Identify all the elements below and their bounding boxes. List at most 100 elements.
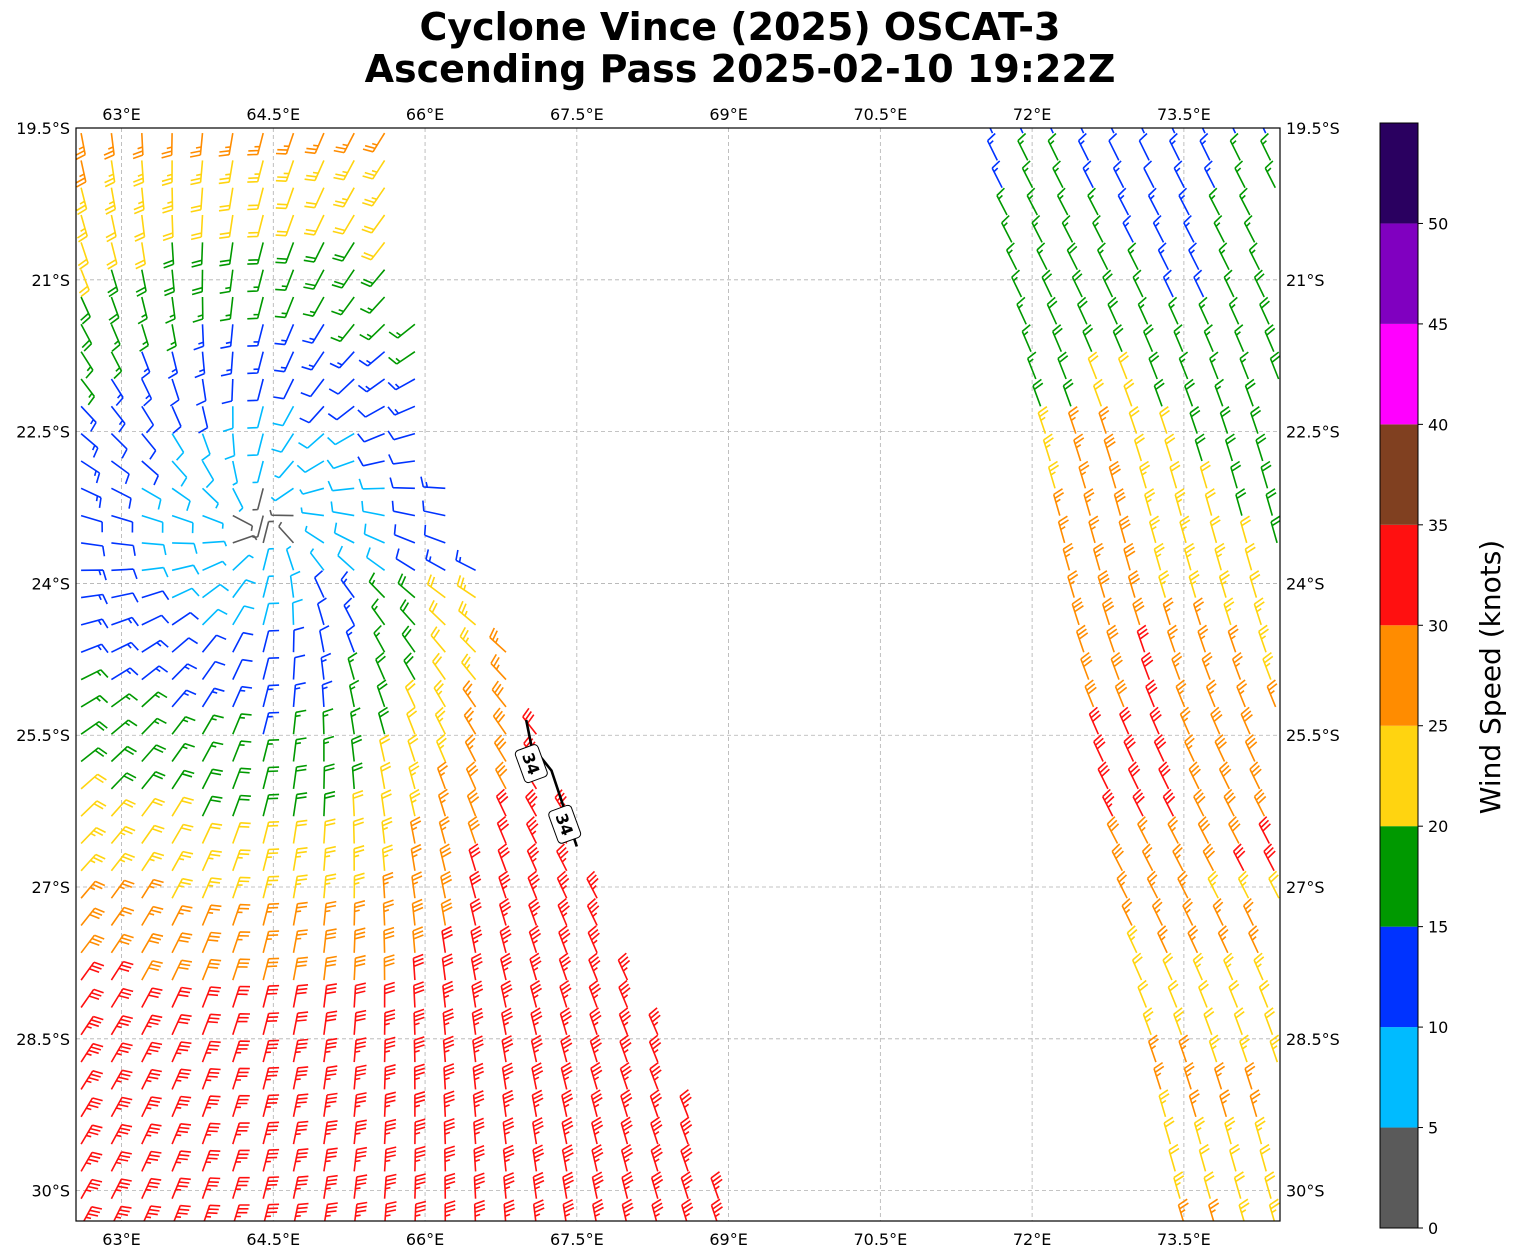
wind-barb (1153, 378, 1165, 407)
wind-barb (304, 132, 325, 155)
wind-barb (1238, 187, 1251, 216)
wind-barb (388, 323, 416, 339)
wind-barb (292, 956, 308, 981)
wind-barb (1051, 324, 1063, 353)
wind-barb (80, 1015, 104, 1036)
wind-barb (387, 430, 416, 441)
wind-barb (379, 734, 391, 762)
wind-barb (620, 1089, 633, 1118)
wind-barb (531, 1089, 544, 1117)
wind-barb (1093, 734, 1106, 762)
wind-barb (498, 898, 512, 926)
wind-barb (252, 488, 264, 511)
wind-barb (1142, 324, 1154, 353)
wind-barb (1201, 651, 1213, 680)
wind-barb (275, 269, 295, 291)
wind-barb (494, 761, 508, 790)
wind-barb (413, 981, 425, 1008)
wind-barb (1106, 816, 1120, 844)
wind-barb (171, 1041, 192, 1063)
wind-barb (201, 931, 222, 954)
wind-barb (111, 616, 139, 627)
lon-tick-label-top: 66°E (406, 105, 444, 124)
wind-barb (422, 500, 446, 517)
wind-barb (171, 1068, 192, 1090)
wind-barb (321, 680, 333, 707)
wind-barb (80, 514, 103, 533)
wind-barb (201, 904, 222, 926)
wind-barb (501, 1007, 513, 1035)
wind-barb (1108, 132, 1120, 161)
wind-barb (648, 1034, 662, 1063)
wind-barb (292, 847, 308, 871)
wind-barb (171, 769, 195, 790)
wind-barb (1253, 788, 1267, 817)
wind-barb (77, 242, 89, 270)
wind-barb (1061, 215, 1074, 243)
wind-barb (292, 1148, 309, 1172)
wind-barb (496, 815, 510, 844)
wind-barb (359, 323, 386, 341)
wind-barb (529, 952, 542, 981)
wind-barb (1188, 570, 1200, 598)
wind-barb (201, 634, 227, 653)
wind-barb (191, 269, 204, 296)
wind-barb (80, 747, 108, 763)
wind-barb (80, 988, 104, 1008)
wind-barb (412, 953, 424, 981)
wind-barb (340, 571, 355, 599)
wind-barb (1239, 1034, 1251, 1063)
wind-barb (232, 849, 251, 872)
wind-barb (247, 187, 264, 211)
wind-barb (1183, 542, 1196, 571)
wind-barb (141, 824, 165, 844)
wind-barb (430, 626, 446, 653)
wind-barb (1269, 351, 1280, 380)
wind-barb (221, 378, 234, 405)
wind-barb (500, 952, 513, 981)
wind-barb (190, 214, 204, 241)
wind-barb (1203, 160, 1216, 189)
wind-barb (439, 843, 452, 871)
wind-barb (80, 694, 109, 708)
wind-barb (1073, 433, 1085, 462)
wind-barb (353, 982, 366, 1008)
wind-barb (172, 542, 198, 554)
wind-barb (162, 187, 174, 214)
wind-barb (80, 432, 99, 458)
wind-barb (319, 625, 330, 653)
wind-barb (444, 1145, 456, 1172)
wind-barb (414, 1118, 426, 1145)
wind-barb (232, 985, 251, 1008)
wind-barb (161, 133, 173, 159)
wind-barb (442, 1035, 455, 1063)
wind-barb (262, 1066, 280, 1090)
wind-barb (141, 1177, 162, 1200)
wind-barb (232, 1176, 250, 1199)
wind-barb (262, 684, 280, 708)
contour-label: 34 (514, 744, 548, 784)
wind-barb (679, 1116, 693, 1145)
wind-barb (382, 899, 394, 926)
wind-barb (1177, 870, 1189, 899)
wind-barb (557, 897, 570, 926)
wind-barb (171, 716, 196, 735)
wind-barb (139, 324, 150, 352)
wind-barb (1188, 1089, 1200, 1118)
wind-barb (247, 132, 264, 156)
map-title-line-2: Ascending Pass 2025-02-10 19:22Z (364, 47, 1116, 91)
wind-barb (530, 1034, 543, 1063)
wind-barb (558, 952, 571, 981)
wind-barb (232, 487, 244, 513)
wind-barb (1236, 679, 1248, 708)
wind-barb (171, 433, 185, 461)
wind-barb (1096, 242, 1109, 271)
wind-barb (1041, 269, 1053, 298)
lon-tick-label-top: 63°E (102, 105, 140, 124)
wind-barb (359, 296, 386, 314)
wind-barb (274, 296, 295, 319)
wind-barb (1198, 1143, 1210, 1172)
wind-barb (1153, 1061, 1165, 1090)
wind-barb (499, 925, 512, 954)
wind-barb (80, 593, 108, 605)
